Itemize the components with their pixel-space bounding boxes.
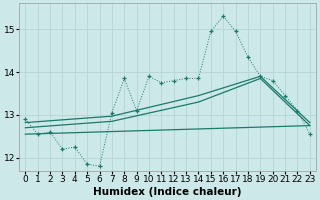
X-axis label: Humidex (Indice chaleur): Humidex (Indice chaleur) <box>93 187 242 197</box>
